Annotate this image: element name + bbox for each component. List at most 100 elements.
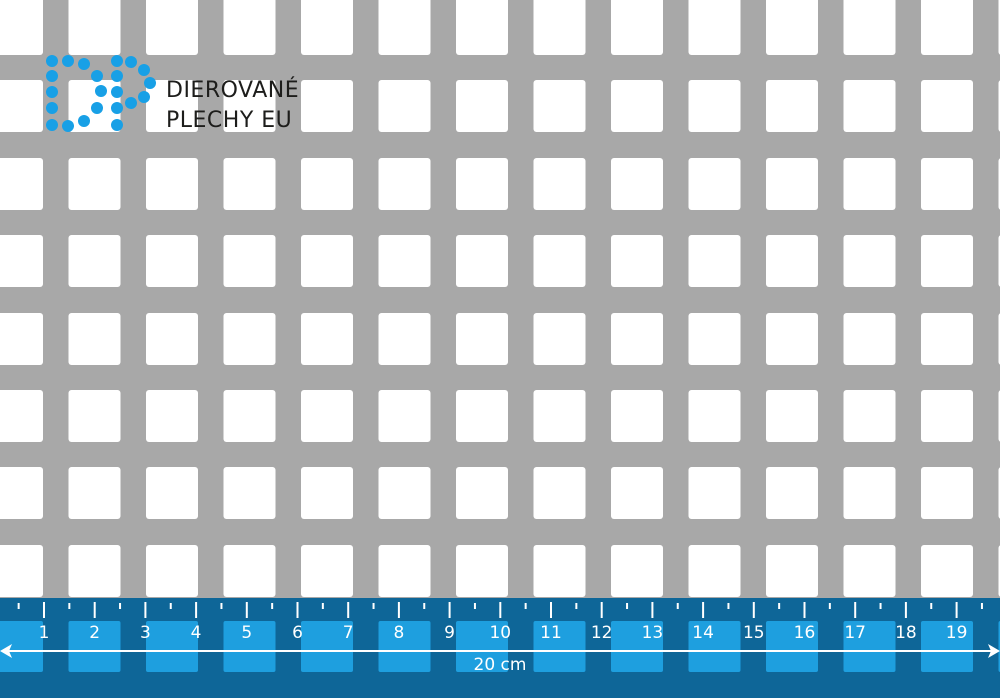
ruler-number: 7 <box>342 623 354 643</box>
square-hole <box>766 390 818 442</box>
major-tick <box>43 602 45 618</box>
square-hole <box>301 0 353 55</box>
logo-dot <box>95 85 107 97</box>
square-hole <box>533 467 586 519</box>
major-tick <box>550 602 552 618</box>
square-hole <box>688 158 741 210</box>
ruler-hole <box>68 621 121 672</box>
square-hole <box>223 80 276 132</box>
minor-tick <box>727 603 730 609</box>
square-hole <box>843 390 896 442</box>
square-hole <box>533 313 586 365</box>
ruler-hole <box>456 621 508 672</box>
square-hole <box>223 313 276 365</box>
square-hole <box>843 158 896 210</box>
square-hole <box>146 313 198 365</box>
minor-tick <box>321 603 324 609</box>
square-hole <box>688 0 741 55</box>
square-hole <box>223 390 276 442</box>
logo-dot <box>46 102 58 114</box>
square-hole <box>843 313 896 365</box>
square-hole <box>378 313 431 365</box>
square-hole <box>378 390 431 442</box>
minor-tick <box>423 603 426 609</box>
square-hole <box>688 545 741 597</box>
square-hole <box>766 545 818 597</box>
ruler-hole <box>378 621 431 672</box>
square-hole <box>301 313 353 365</box>
logo-dot <box>144 77 156 89</box>
square-hole <box>68 545 121 597</box>
ruler-holes <box>0 621 1000 672</box>
major-tick <box>651 602 654 618</box>
square-hole <box>921 313 973 365</box>
square-hole <box>456 545 508 597</box>
major-tick <box>600 602 603 618</box>
major-tick <box>854 602 857 618</box>
square-hole <box>533 158 586 210</box>
logo-dot <box>111 86 123 98</box>
minor-tick <box>778 603 781 609</box>
square-hole <box>456 0 508 55</box>
logo-text-line2: PLECHY EU <box>166 108 293 133</box>
square-hole <box>843 235 896 287</box>
square-hole <box>146 467 198 519</box>
minor-tick <box>980 603 983 609</box>
minor-tick <box>220 603 223 609</box>
major-tick <box>245 602 248 618</box>
square-hole <box>843 80 896 132</box>
logo-dot <box>111 102 123 114</box>
square-hole <box>766 0 818 55</box>
logo-dot <box>91 70 103 82</box>
square-hole <box>766 80 818 132</box>
logo-dot <box>78 58 90 70</box>
square-hole <box>0 467 43 519</box>
square-hole <box>146 158 198 210</box>
square-hole <box>68 467 121 519</box>
ruler-hole <box>921 621 973 672</box>
square-hole <box>921 0 973 55</box>
logo-dot <box>62 55 74 67</box>
dimension-arrow <box>0 644 1000 658</box>
logo-dot <box>125 56 137 68</box>
ruler-number: 16 <box>793 623 816 643</box>
square-hole <box>68 235 121 287</box>
minor-tick <box>575 603 578 609</box>
ruler-number: 1 <box>38 623 50 643</box>
logo-dot <box>111 55 123 67</box>
ruler-hole <box>533 621 586 672</box>
square-hole <box>223 0 276 55</box>
major-tick <box>904 602 907 618</box>
minor-tick <box>473 603 476 609</box>
square-hole <box>0 158 43 210</box>
square-hole <box>378 235 431 287</box>
ruler-number: 15 <box>742 623 765 643</box>
square-hole <box>533 235 586 287</box>
square-hole <box>843 0 896 55</box>
square-hole <box>223 545 276 597</box>
ruler-hole <box>766 621 818 672</box>
ruler-number: 13 <box>641 623 664 643</box>
ruler-hole <box>0 621 43 672</box>
square-hole <box>301 545 353 597</box>
square-hole <box>611 545 663 597</box>
square-hole <box>766 467 818 519</box>
logo-dot <box>78 115 90 127</box>
logo-dot <box>111 119 123 131</box>
square-hole <box>223 235 276 287</box>
square-hole <box>0 80 43 132</box>
major-tick <box>296 602 299 618</box>
minor-tick <box>271 603 274 609</box>
ruler-number: 2 <box>89 623 101 643</box>
major-tick <box>93 602 96 618</box>
square-hole <box>0 313 43 365</box>
ruler-number: 10 <box>489 623 512 643</box>
square-hole <box>146 0 198 55</box>
minor-tick <box>930 603 933 609</box>
logo-dot <box>91 102 103 114</box>
minor-tick <box>676 603 679 609</box>
major-tick <box>397 602 400 618</box>
minor-tick <box>828 603 831 609</box>
logo-dot <box>46 86 58 98</box>
square-hole <box>688 80 741 132</box>
